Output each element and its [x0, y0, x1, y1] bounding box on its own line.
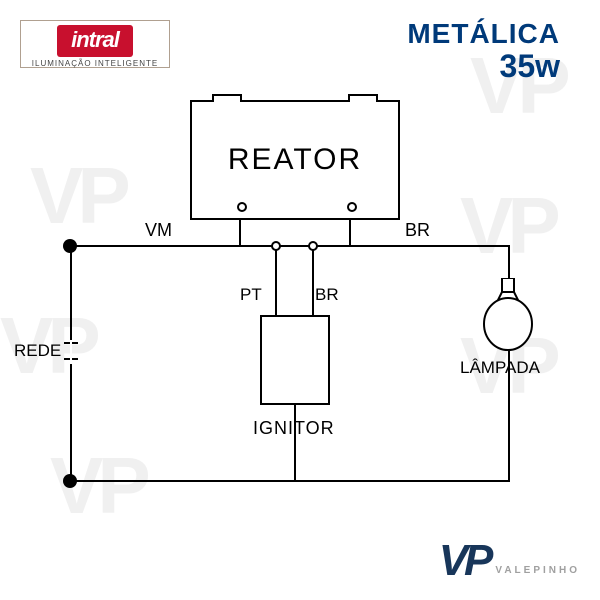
brand-tagline: ILUMINAÇÃO INTELIGENTE [32, 59, 158, 68]
rede-gap [70, 340, 72, 364]
reator-box: REATOR [190, 100, 400, 220]
wire [70, 480, 510, 482]
reator-terminal [237, 202, 247, 212]
wire [349, 220, 351, 246]
wire [70, 245, 510, 247]
footer-logo: VP VALEPINHO [439, 536, 580, 586]
reator-label: REATOR [228, 143, 362, 177]
wire [275, 245, 277, 317]
reator-tab-left [212, 94, 242, 102]
title-type: METÁLICA [407, 18, 560, 50]
footer-brand-text: VALEPINHO [495, 565, 580, 576]
label-br-mid: BR [315, 285, 339, 305]
wire [294, 405, 296, 482]
label-lampada: LÂMPADA [460, 358, 540, 378]
brand-logo-box: intral ILUMINAÇÃO INTELIGENTE [20, 20, 170, 68]
wire [239, 220, 241, 246]
footer-mark: VP [439, 536, 490, 586]
label-rede: REDE [14, 341, 61, 361]
label-vm: VM [145, 220, 172, 241]
label-br-top: BR [405, 220, 430, 241]
wiring-diagram: REATOR VM BR REDE IGNITOR PT BR [40, 90, 560, 520]
terminal-node [63, 474, 77, 488]
reator-terminal [347, 202, 357, 212]
brand-name: intral [57, 25, 133, 57]
label-pt: PT [240, 285, 262, 305]
junction-node [271, 241, 281, 251]
title-wattage: 35w [407, 48, 560, 85]
ignitor-box [260, 315, 330, 405]
reator-tab-right [348, 94, 378, 102]
lamp-icon [480, 278, 536, 359]
wire [312, 245, 314, 317]
product-title: METÁLICA 35w [407, 18, 560, 85]
junction-node [308, 241, 318, 251]
